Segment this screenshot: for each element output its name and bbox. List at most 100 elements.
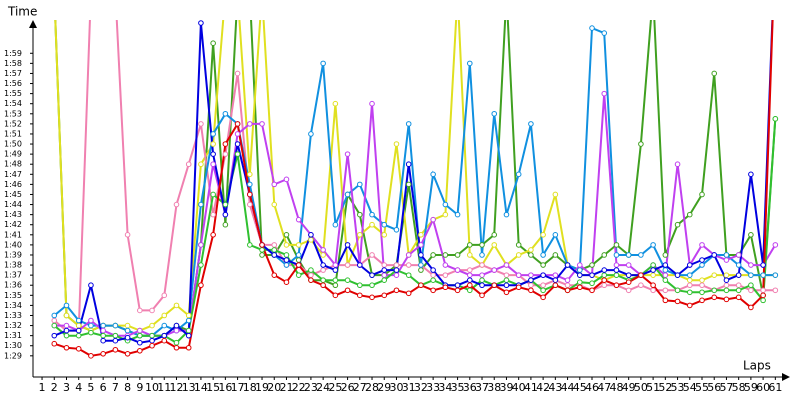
point-marker — [320, 282, 326, 289]
y-axis-arrow — [29, 20, 37, 28]
point-marker — [528, 287, 534, 294]
y-tick-label: 1:39 — [4, 250, 22, 259]
point-marker — [418, 242, 424, 248]
point-marker — [503, 272, 510, 278]
x-tick-label: 19 — [255, 381, 269, 394]
point-marker — [735, 272, 742, 278]
point-marker — [686, 289, 693, 296]
point-marker — [491, 232, 498, 238]
x-tick-label: 45 — [573, 381, 587, 394]
x-tick-label: 43 — [548, 381, 562, 394]
point-marker — [112, 322, 119, 329]
point-marker — [430, 171, 436, 178]
y-tick-label: 1:32 — [4, 321, 22, 330]
point-marker — [344, 151, 351, 157]
point-marker — [149, 332, 155, 339]
point-marker — [674, 161, 681, 168]
x-tick-label: 40 — [512, 381, 526, 394]
y-tick-label: 1:30 — [4, 341, 22, 350]
point-marker — [369, 252, 375, 258]
point-marker — [650, 267, 656, 273]
point-marker — [735, 294, 742, 301]
point-marker — [369, 221, 375, 228]
x-tick-label: 4 — [75, 381, 82, 394]
point-marker — [564, 282, 571, 289]
point-marker — [735, 282, 742, 289]
point-marker — [589, 272, 595, 278]
point-marker — [540, 232, 546, 238]
point-marker — [625, 262, 632, 268]
y-tick-label: 1:57 — [4, 69, 22, 78]
point-marker — [137, 327, 143, 334]
point-marker — [308, 267, 314, 273]
point-marker — [723, 252, 730, 258]
point-marker — [124, 334, 131, 341]
point-marker — [503, 289, 510, 296]
point-marker — [222, 211, 229, 218]
point-marker — [332, 292, 339, 299]
point-marker — [149, 342, 155, 349]
point-marker — [161, 337, 168, 344]
point-marker — [185, 344, 192, 351]
point-marker — [442, 201, 449, 208]
point-marker — [344, 262, 351, 268]
point-marker — [75, 322, 82, 329]
plot-area — [51, 20, 779, 359]
y-tick-label: 1:59 — [4, 49, 22, 58]
point-marker — [173, 344, 180, 351]
point-marker — [528, 277, 534, 283]
point-marker — [210, 211, 216, 218]
x-tick-label: 50 — [634, 381, 648, 394]
x-tick-label: 28 — [365, 381, 379, 394]
point-marker — [552, 282, 559, 289]
point-marker — [259, 242, 265, 248]
point-marker — [466, 242, 473, 248]
x-tick-label: 9 — [136, 381, 143, 394]
point-marker — [735, 287, 742, 294]
x-tick-label: 20 — [267, 381, 281, 394]
point-marker — [589, 280, 595, 287]
x-tick-label: 27 — [353, 381, 367, 394]
x-tick-label: 24 — [316, 381, 330, 394]
point-marker — [479, 272, 485, 278]
point-marker — [735, 262, 742, 268]
point-marker — [638, 282, 644, 289]
point-marker — [393, 262, 400, 268]
point-marker — [430, 216, 436, 223]
point-marker — [234, 70, 241, 77]
point-marker — [283, 279, 290, 286]
point-marker — [222, 221, 229, 228]
point-marker — [381, 277, 388, 283]
point-marker — [589, 262, 595, 268]
point-marker — [760, 272, 766, 278]
x-tick-label: 56 — [707, 381, 721, 394]
x-tick-label: 36 — [463, 381, 477, 394]
point-marker — [491, 267, 498, 273]
point-marker — [723, 277, 730, 283]
x-tick-label: 47 — [597, 381, 611, 394]
x-tick-label: 30 — [389, 381, 403, 394]
point-marker — [711, 272, 718, 278]
point-marker — [528, 282, 534, 289]
x-tick-label: 54 — [683, 381, 697, 394]
point-marker — [466, 267, 473, 273]
y-tick-label: 1:36 — [4, 281, 22, 290]
y-tick-label: 1:31 — [4, 331, 22, 340]
point-marker — [369, 272, 375, 278]
y-tick-label: 1:40 — [4, 240, 22, 249]
point-marker — [748, 262, 754, 268]
point-marker — [540, 272, 546, 278]
x-tick-label: 16 — [218, 381, 232, 394]
x-axis-arrow — [782, 373, 790, 381]
point-marker — [222, 151, 229, 157]
point-marker — [381, 267, 388, 273]
point-marker — [491, 242, 498, 248]
point-marker — [381, 221, 388, 228]
point-marker — [320, 262, 326, 268]
point-marker — [88, 317, 94, 324]
point-marker — [357, 282, 363, 289]
x-tick-label: 48 — [609, 381, 623, 394]
point-marker — [748, 287, 754, 294]
point-marker — [699, 289, 705, 296]
point-marker — [100, 337, 106, 344]
